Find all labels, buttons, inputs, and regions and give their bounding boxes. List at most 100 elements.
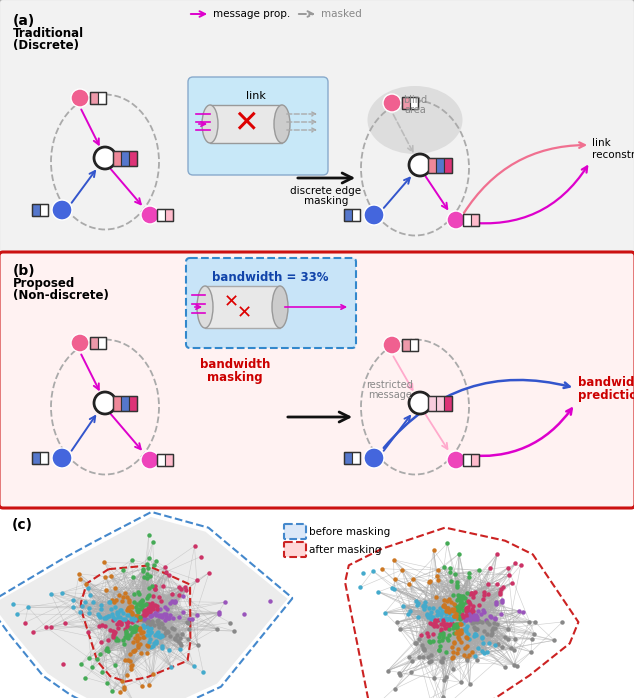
Bar — [98, 92, 106, 104]
Bar — [428, 158, 436, 172]
Bar — [90, 92, 98, 104]
Circle shape — [409, 392, 431, 414]
Circle shape — [364, 448, 384, 468]
Text: (Non-discrete): (Non-discrete) — [13, 289, 109, 302]
FancyBboxPatch shape — [186, 258, 356, 348]
Bar — [40, 452, 48, 464]
Bar — [121, 151, 129, 165]
Text: Proposed: Proposed — [13, 277, 75, 290]
FancyBboxPatch shape — [0, 252, 634, 508]
Bar — [402, 339, 410, 351]
Bar — [344, 452, 360, 464]
Bar — [471, 454, 479, 466]
Ellipse shape — [272, 286, 288, 328]
Circle shape — [141, 451, 159, 469]
FancyBboxPatch shape — [0, 0, 634, 255]
Bar — [463, 454, 471, 466]
Bar — [352, 209, 360, 221]
Circle shape — [364, 205, 384, 225]
Bar — [157, 209, 165, 221]
Text: link: link — [592, 138, 611, 148]
Bar — [205, 286, 280, 328]
Bar — [402, 339, 418, 351]
Bar — [129, 151, 137, 165]
Text: area: area — [404, 105, 426, 115]
Bar — [410, 339, 418, 351]
Bar — [436, 158, 444, 172]
Bar — [113, 396, 137, 410]
Bar — [121, 396, 129, 410]
Text: ✕: ✕ — [233, 110, 259, 138]
Bar — [113, 396, 121, 410]
Bar — [428, 158, 452, 172]
FancyBboxPatch shape — [284, 524, 306, 539]
Text: ✕: ✕ — [236, 304, 252, 322]
Text: masking: masking — [304, 196, 348, 206]
Bar — [210, 105, 282, 143]
Bar — [90, 337, 106, 349]
Text: before masking: before masking — [309, 527, 391, 537]
Circle shape — [52, 200, 72, 220]
Ellipse shape — [368, 86, 462, 154]
Bar — [352, 452, 360, 464]
Bar — [165, 454, 173, 466]
Circle shape — [383, 94, 401, 112]
Circle shape — [52, 448, 72, 468]
Circle shape — [409, 154, 431, 176]
Text: bandwidth: bandwidth — [200, 358, 270, 371]
Bar — [90, 337, 98, 349]
Circle shape — [94, 392, 116, 414]
Bar — [344, 209, 360, 221]
Bar — [98, 337, 106, 349]
Circle shape — [447, 451, 465, 469]
Bar — [444, 396, 452, 410]
Text: message: message — [368, 390, 412, 400]
Polygon shape — [0, 517, 288, 698]
Text: (b): (b) — [13, 264, 36, 278]
Text: message prop.: message prop. — [213, 9, 290, 19]
Bar — [463, 214, 479, 226]
Bar — [410, 97, 418, 109]
Text: bandwidth = 33%: bandwidth = 33% — [212, 271, 328, 284]
Bar — [32, 452, 40, 464]
Text: discrete edge: discrete edge — [290, 186, 361, 196]
Text: masking: masking — [207, 371, 263, 384]
Text: bandwidth: bandwidth — [578, 376, 634, 389]
FancyBboxPatch shape — [188, 77, 328, 175]
Bar — [428, 396, 452, 410]
Bar — [157, 454, 173, 466]
FancyBboxPatch shape — [284, 542, 306, 557]
Bar — [436, 396, 444, 410]
Text: link: link — [246, 91, 266, 101]
Text: after masking: after masking — [309, 545, 382, 555]
Bar — [40, 204, 48, 216]
Bar — [402, 97, 410, 109]
Text: reconstruction: reconstruction — [592, 150, 634, 160]
Bar — [444, 158, 452, 172]
Bar — [463, 454, 479, 466]
Circle shape — [141, 206, 159, 224]
Bar — [90, 92, 106, 104]
Bar — [129, 396, 137, 410]
Circle shape — [71, 89, 89, 107]
Ellipse shape — [274, 105, 290, 143]
Circle shape — [94, 147, 116, 169]
Bar — [165, 209, 173, 221]
Text: prediction: prediction — [578, 389, 634, 403]
Bar — [344, 452, 352, 464]
Ellipse shape — [197, 286, 213, 328]
Text: masked: masked — [321, 9, 362, 19]
Bar — [344, 209, 352, 221]
Bar — [428, 396, 436, 410]
Circle shape — [447, 211, 465, 229]
Bar — [113, 151, 137, 165]
Text: Traditional: Traditional — [13, 27, 84, 40]
Bar — [463, 214, 471, 226]
Text: (c): (c) — [12, 518, 33, 532]
Circle shape — [383, 336, 401, 354]
Text: ✕: ✕ — [224, 293, 239, 311]
Text: restricted: restricted — [366, 380, 413, 390]
Bar — [157, 454, 165, 466]
Text: blind: blind — [403, 95, 427, 105]
Text: (a): (a) — [13, 14, 36, 28]
